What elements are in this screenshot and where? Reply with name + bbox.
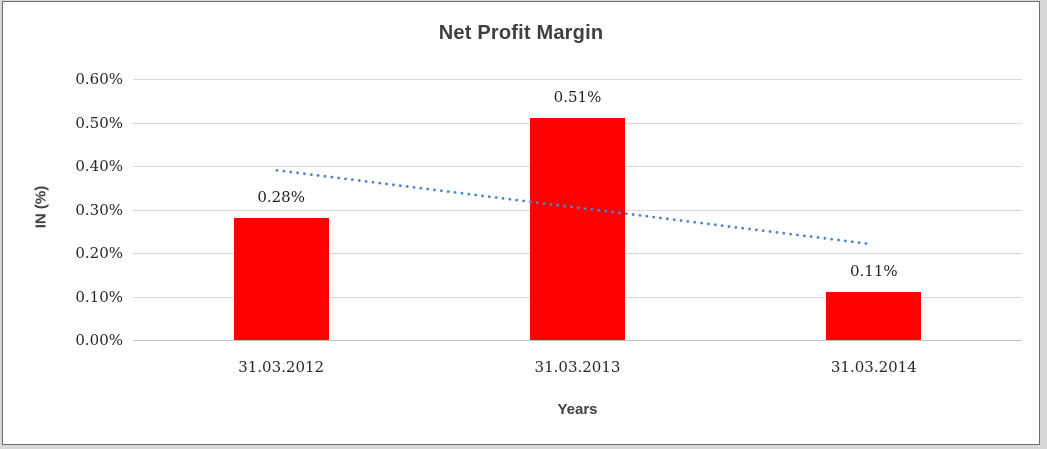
bar-value-label: 0.28%: [257, 188, 305, 207]
y-tick-label: 0.60%: [75, 70, 123, 88]
x-category-label: 31.03.2013: [534, 358, 621, 376]
bar-31.03.2012: [233, 218, 329, 340]
bar-31.03.2014: [826, 292, 922, 340]
y-tick-label: 0.30%: [75, 200, 123, 219]
plot-area: [133, 79, 1022, 341]
net-profit-margin-chart: Net Profit Margin IN (%) 0.00% 0.10% 0.20%…: [3, 2, 1039, 444]
y-tick-label: 0.40%: [75, 157, 123, 175]
x-axis-title: Years: [557, 401, 598, 418]
gridline: [133, 79, 1022, 80]
y-tick-label: 0.10%: [75, 287, 123, 306]
trendline: [275, 168, 875, 246]
y-tick-label: 0.00%: [75, 331, 123, 349]
x-category-label: 31.03.2014: [830, 358, 917, 376]
x-category-label: 31.03.2012: [238, 358, 325, 376]
y-tick-label: 0.50%: [75, 113, 123, 132]
chart-title: Net Profit Margin: [438, 22, 604, 44]
y-tick-label: 0.20%: [75, 244, 123, 262]
bar-value-label: 0.11%: [850, 262, 898, 281]
bar-value-label: 0.51%: [553, 88, 602, 107]
bar-31.03.2013: [530, 118, 625, 340]
